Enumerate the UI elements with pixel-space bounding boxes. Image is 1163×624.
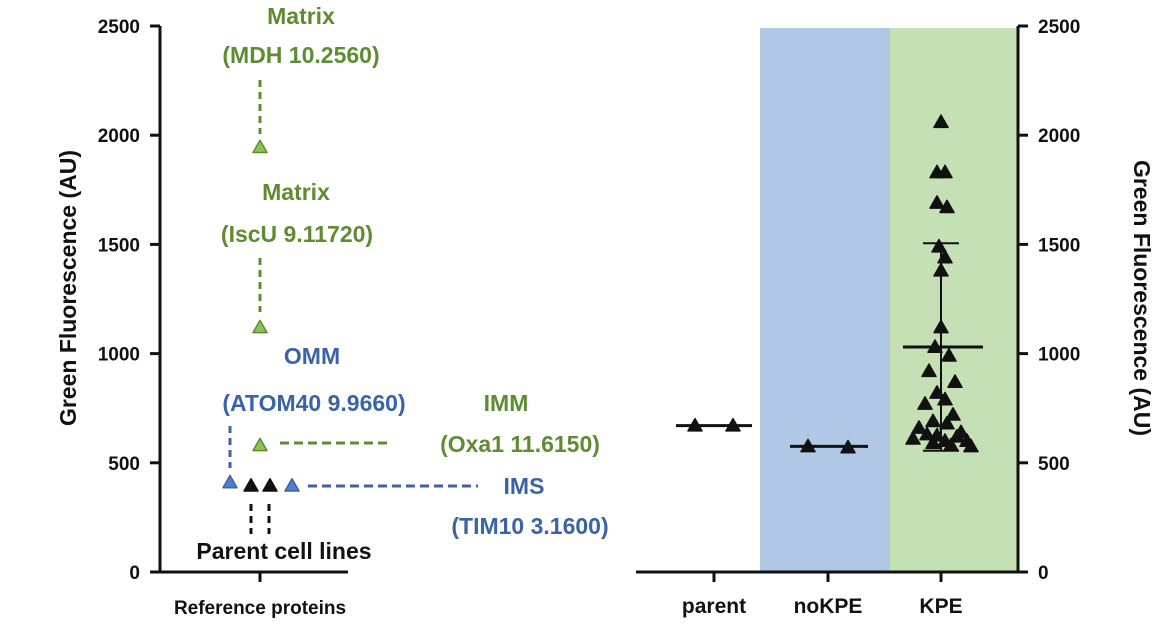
right-y-tick-label: 1000	[1038, 345, 1080, 366]
data-point-KPE	[925, 435, 941, 450]
reference-point-ims	[284, 477, 300, 492]
data-point-KPE	[911, 420, 927, 434]
data-point-parent	[687, 417, 703, 432]
left-y-tick-label: 2000	[98, 126, 140, 147]
data-point-KPE	[963, 438, 979, 453]
data-point-KPE	[943, 437, 959, 452]
data-point-KPE	[947, 374, 963, 388]
left-y-axis: 0 500 1000 1500 2000 2500	[98, 17, 348, 584]
x-category-label-noKPE: noKPE	[794, 595, 863, 618]
annotation-parent-cell-lines: Parent cell lines	[196, 538, 371, 564]
data-point-KPE	[937, 249, 953, 264]
data-point-KPE	[939, 199, 955, 214]
left-panel: 0 500 1000 1500 2000 2500 Green Fluorescence …	[55, 3, 609, 619]
band-KPE	[890, 28, 1018, 572]
data-point-KPE	[945, 407, 961, 421]
left-x-axis-label: Reference proteins	[174, 598, 346, 619]
data-point-KPE	[931, 238, 947, 253]
data-point-KPE	[925, 413, 941, 428]
data-point-KPE	[929, 195, 945, 209]
data-point-KPE	[937, 391, 953, 406]
x-category-label-KPE: KPE	[919, 595, 962, 618]
data-point-KPE	[949, 428, 965, 443]
annotation-matrix-iscu-sublabel: (IscU 9.11720)	[221, 221, 373, 247]
right-y-tick-label: 1500	[1038, 235, 1080, 256]
left-y-tick-label: 0	[129, 563, 140, 584]
data-point-parent	[725, 417, 741, 432]
parent-point	[243, 477, 259, 492]
annotation-omm-sublabel: (ATOM40 9.9660)	[222, 390, 405, 416]
data-point-KPE	[921, 363, 937, 378]
data-point-KPE	[905, 431, 921, 445]
data-point-KPE	[933, 114, 949, 129]
data-point-KPE	[919, 426, 935, 441]
annotation-matrix-mdh-sublabel: (MDH 10.2560)	[222, 42, 379, 68]
band-noKPE	[760, 28, 890, 572]
right-y-tick-label: 0	[1038, 563, 1049, 584]
data-point-KPE	[939, 415, 955, 430]
right-y-tick-label: 2500	[1038, 17, 1080, 38]
reference-point-imm	[252, 437, 268, 452]
data-point-KPE	[937, 164, 953, 179]
data-point-KPE	[933, 262, 949, 277]
annotation-ims-sublabel: (TIM10 3.1600)	[451, 513, 608, 539]
data-point-noKPE	[800, 438, 816, 453]
right-y-tick-label: 500	[1038, 454, 1070, 475]
annotation-imm-sublabel: (Oxa1 11.6150)	[440, 431, 600, 457]
right-panel: 0 500 1000 1500 2000 2500 Green Fluorescence …	[636, 17, 1155, 618]
left-y-tick-label: 2500	[98, 17, 140, 38]
annotation-ims-label: IMS	[504, 473, 545, 499]
left-y-tick-label: 1500	[98, 235, 140, 256]
left-y-axis-label: Green Fluorescence (AU)	[55, 150, 81, 426]
right-y-tick-label: 2000	[1038, 126, 1080, 147]
left-y-tick-label: 500	[108, 454, 140, 475]
data-point-KPE	[933, 319, 949, 334]
x-category-label-parent: parent	[682, 595, 746, 618]
annotation-omm-label: OMM	[284, 343, 340, 369]
annotation-imm-label: IMM	[484, 390, 529, 416]
data-point-KPE	[917, 396, 933, 410]
reference-point-matrix	[252, 139, 268, 154]
reference-point-matrix	[252, 319, 268, 334]
left-y-tick-label: 1000	[98, 345, 140, 366]
data-point-noKPE	[840, 439, 856, 454]
data-point-KPE	[929, 385, 945, 399]
right-y-axis-label: Green Fluorescence (AU)	[1129, 160, 1155, 436]
annotation-matrix-mdh-label: Matrix	[267, 3, 335, 29]
reference-point-omm	[222, 474, 238, 489]
data-point-KPE	[927, 339, 943, 354]
data-point-KPE	[941, 348, 957, 362]
parent-point	[262, 477, 278, 492]
annotation-matrix-iscu-label: Matrix	[262, 179, 330, 205]
